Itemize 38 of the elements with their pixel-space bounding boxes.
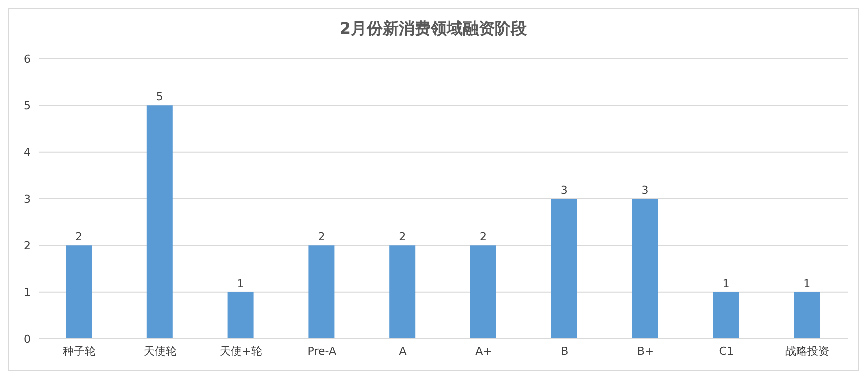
y-tick-label: 6: [24, 52, 31, 66]
data-label: 1: [237, 277, 244, 290]
data-label: 5: [156, 90, 164, 104]
bar: [713, 292, 740, 339]
x-tick-label: 种子轮: [62, 344, 96, 358]
x-tick-label: B: [561, 344, 569, 358]
data-label: 3: [642, 184, 649, 197]
bar: [66, 246, 92, 339]
data-label: 2: [318, 230, 326, 244]
data-label: 1: [722, 277, 730, 290]
bar: [146, 106, 173, 339]
chart-title: 2月份新消费领域融资阶段: [338, 18, 528, 40]
x-tick-label: 天使轮: [144, 344, 177, 358]
y-tick-label: 5: [24, 100, 31, 113]
bar: [228, 292, 254, 339]
x-tick-label: Pre-A: [308, 344, 337, 358]
bar: [390, 246, 416, 339]
x-tick-label: 战略投资: [786, 344, 830, 358]
y-tick-label: 0: [24, 332, 31, 346]
y-tick-label: 2: [24, 240, 31, 253]
data-label: 2: [480, 230, 487, 244]
bar: [794, 292, 820, 339]
y-tick-label: 1: [24, 286, 31, 300]
y-tick-label: 4: [24, 146, 31, 160]
data-label: 3: [560, 184, 568, 197]
bar: [632, 199, 658, 339]
data-label: 2: [399, 230, 406, 244]
x-tick-label: B+: [637, 344, 654, 358]
bar: [470, 246, 496, 339]
x-tick-label: C1: [719, 344, 734, 358]
y-tick-label: 3: [24, 192, 31, 206]
bar: [308, 246, 335, 339]
x-tick-label: A+: [476, 344, 492, 358]
x-tick-label: A: [399, 344, 408, 358]
data-label: 1: [804, 277, 811, 290]
x-tick-label: 天使+轮: [220, 344, 262, 358]
data-label: 2: [76, 230, 82, 244]
bar: [551, 199, 578, 339]
